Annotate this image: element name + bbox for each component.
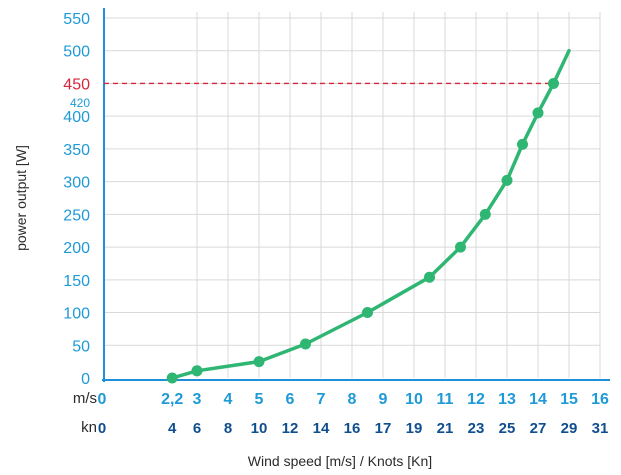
data-point <box>424 271 435 283</box>
y-tick-label: 350 <box>63 142 90 159</box>
x-tick-label-kn: 0 <box>98 420 106 437</box>
data-point <box>548 77 559 89</box>
x-tick-label-kn: 14 <box>313 420 330 437</box>
x-tick-label-ms: 7 <box>317 391 326 408</box>
x-tick-label-ms: 8 <box>348 391 357 408</box>
series-group <box>166 48 571 384</box>
x-tick-label-kn: 8 <box>224 420 232 437</box>
axes <box>102 8 610 382</box>
x-tick-label-ms: 0 <box>98 391 107 408</box>
x-tick-label-ms: 9 <box>379 391 388 408</box>
data-point <box>191 365 203 377</box>
data-point <box>166 372 178 384</box>
x-tick-label-kn: 19 <box>406 420 423 437</box>
data-point <box>300 338 311 350</box>
y-tick-label: 200 <box>63 240 90 257</box>
x-tick-label-kn: 17 <box>375 420 392 437</box>
x-tick-label-kn: 4 <box>168 420 177 437</box>
annotation-label: 420 <box>70 96 90 110</box>
y-tick-label: 0 <box>81 371 90 388</box>
y-tick-label: 100 <box>63 306 90 323</box>
x-tick-label-kn: 16 <box>344 420 361 437</box>
x-tick-label-kn: 23 <box>468 420 485 437</box>
x-tick-label-ms: 6 <box>286 391 295 408</box>
x-tick-label-kn: 12 <box>282 420 299 437</box>
x-axis-title: Wind speed [m/s] / Knots [Kn] <box>248 453 432 469</box>
x-tick-label-ms: 3 <box>193 391 202 408</box>
y-tick-label: 550 <box>63 11 90 28</box>
x-tick-label-ms: 15 <box>560 391 578 408</box>
x-tick-label-ms: 11 <box>437 391 454 408</box>
ms-row-label: m/s <box>73 390 97 407</box>
data-point <box>501 174 513 186</box>
x-tick-label-ms: 5 <box>255 391 264 408</box>
data-point <box>362 307 373 319</box>
x-tick-label-ms: 12 <box>467 391 485 408</box>
data-point <box>253 356 265 368</box>
x-tick-label-ms: 14 <box>529 391 547 408</box>
x-tick-label-ms: 13 <box>498 391 516 408</box>
x-tick-label-ms: 2,2 <box>161 391 183 408</box>
grid <box>104 12 601 378</box>
data-point <box>455 241 466 253</box>
x-tick-label-ms: 16 <box>591 391 609 408</box>
x-tick-label-kn: 29 <box>561 420 578 437</box>
y-tick-label: 450 <box>63 76 90 93</box>
x-tick-label-kn: 21 <box>437 420 454 437</box>
x-tick-label-kn: 31 <box>592 420 609 437</box>
x-tick-label-kn: 27 <box>530 420 547 437</box>
data-point <box>479 208 491 220</box>
x-tick-label-kn: 6 <box>193 420 201 437</box>
y-axis-title: power output [W] <box>13 145 29 251</box>
data-point <box>517 138 528 150</box>
x-tick-label-ms: 10 <box>405 391 423 408</box>
y-tick-label: 50 <box>72 338 90 355</box>
x-tick-label-kn: 10 <box>251 420 268 437</box>
kn-row-label: kn <box>81 419 97 436</box>
y-tick-label: 400 <box>63 109 90 126</box>
y-tick-label: 250 <box>63 207 90 224</box>
x-tick-label-ms: 4 <box>224 391 233 408</box>
y-tick-label: 150 <box>63 273 90 290</box>
data-point <box>532 107 544 119</box>
x-tick-label-kn: 25 <box>499 420 516 437</box>
y-tick-label: 500 <box>63 44 90 61</box>
y-tick-label: 300 <box>63 175 90 192</box>
